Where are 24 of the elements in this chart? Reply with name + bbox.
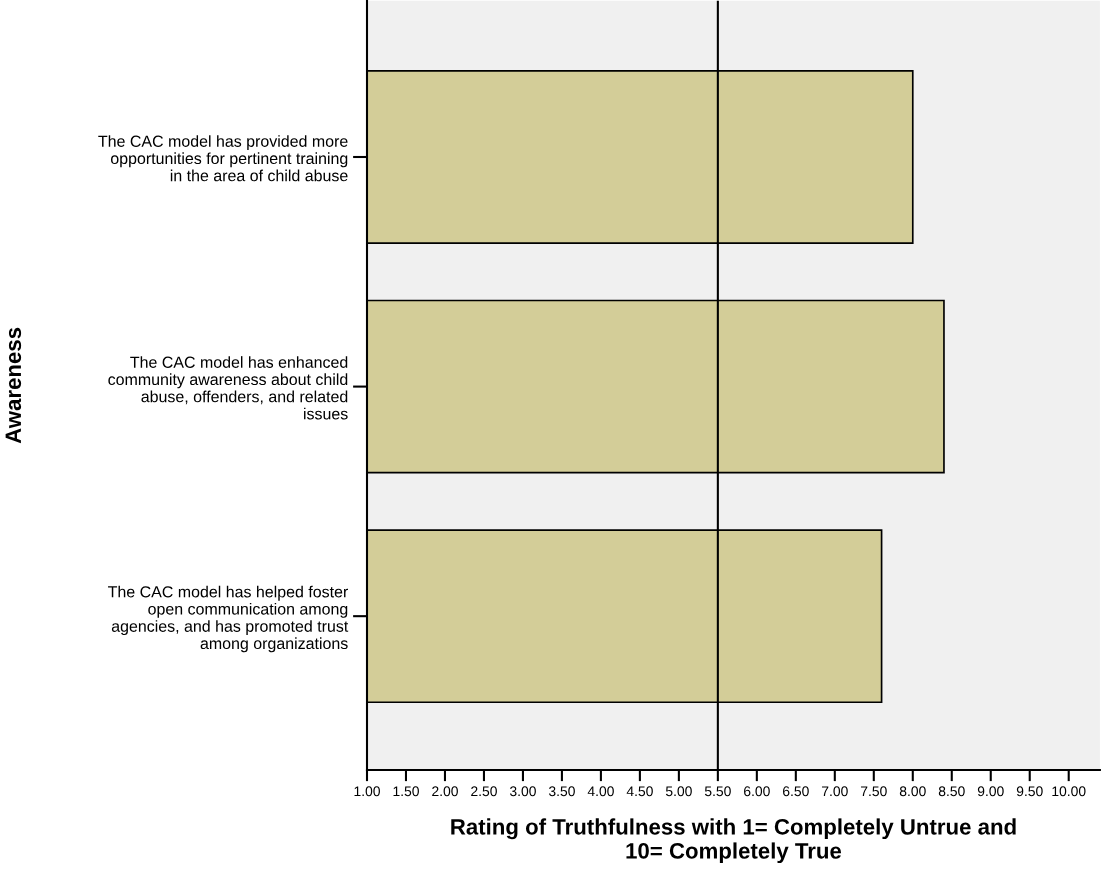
x-tick-label: 3.50 [548,786,575,797]
x-tick-label: 2.50 [471,786,497,797]
x-tick-label: 5.00 [665,786,692,797]
x-tick-label: 10.00 [1052,786,1086,797]
x-tick-label: 1.00 [354,786,380,797]
y-axis-title: Awareness [5,327,22,444]
y-tick-label: The CAC model has provided more opportunities for pertinent training in the area of child abuse [98,135,348,182]
x-tick-label: 1.50 [393,786,419,797]
x-tick-label: 6.50 [783,786,809,797]
x-tick-label: 3.00 [509,786,536,797]
x-tick-label: 7.50 [860,786,887,797]
y-tick-label: The CAC model has helped foster open communication among agencies, and has promoted trust among organizations [108,585,349,653]
x-tick-label: 8.50 [938,786,965,797]
x-axis-title: Rating of Truthfulness with 1= Completely Untrue and 10= Completely True [451,818,1016,864]
x-tick-label: 4.50 [626,786,653,797]
x-tick-label: 5.50 [704,786,731,797]
x-tick-label: 9.00 [977,786,1004,797]
x-tick-label: 2.00 [432,786,458,797]
x-tick-label: 6.00 [744,786,770,797]
x-tick-label: 7.00 [822,786,848,797]
y-tick-label: The CAC model has enhanced community awareness about child abuse, offenders, and related issues [108,356,348,420]
x-tick-label: 4.00 [587,786,614,797]
x-tick-label: 9.50 [1016,786,1043,797]
x-tick-label: 8.00 [899,786,926,797]
